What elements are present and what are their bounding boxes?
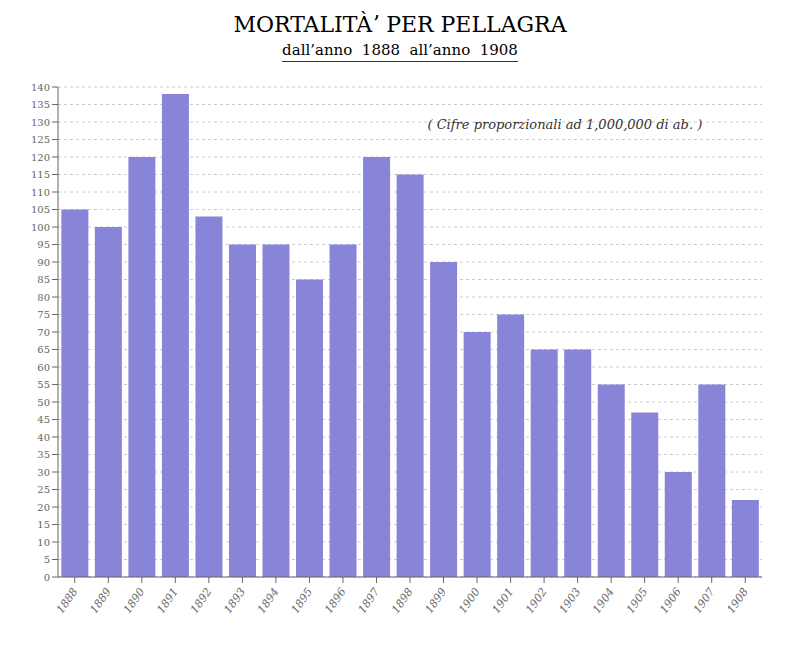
svg-text:20: 20: [37, 502, 50, 513]
html-text:dall’anno 1888 all’anno 1908: dall’anno 1888 all’anno 1908: [282, 41, 518, 59]
svg-text:1894: 1894: [255, 586, 282, 616]
html-text:( Cifre proporzionali ad 1,000: ( Cifre proporzionali ad 1,000,000 di ab…: [427, 117, 703, 132]
svg-text:65: 65: [37, 344, 50, 355]
svg-text:1899: 1899: [423, 586, 450, 616]
svg-text:35: 35: [37, 449, 50, 460]
svg-text:105: 105: [31, 204, 50, 215]
svg-text:130: 130: [31, 117, 50, 128]
svg-text:1891: 1891: [154, 586, 181, 616]
svg-text:1898: 1898: [389, 586, 416, 616]
svg-text:1893: 1893: [221, 586, 248, 616]
svg-text:100: 100: [31, 222, 50, 233]
svg-text:125: 125: [31, 134, 50, 145]
svg-text:1900: 1900: [456, 586, 483, 616]
svg-text:15: 15: [37, 519, 50, 530]
svg-text:115: 115: [31, 169, 50, 180]
svg-text:80: 80: [37, 292, 50, 303]
svg-text:60: 60: [37, 362, 50, 373]
svg-text:135: 135: [31, 99, 50, 110]
svg-text:30: 30: [37, 467, 50, 478]
svg-text:10: 10: [37, 537, 50, 548]
html-text:MORTALITÀʼ PER PELLAGRA: MORTALITÀʼ PER PELLAGRA: [233, 12, 567, 37]
svg-text:40: 40: [37, 432, 50, 443]
svg-text:1907: 1907: [691, 586, 718, 616]
svg-text:1889: 1889: [87, 586, 114, 616]
svg-text:120: 120: [31, 152, 50, 163]
svg-text:1890: 1890: [121, 586, 148, 616]
svg-text:70: 70: [37, 327, 50, 338]
svg-text:55: 55: [37, 379, 50, 390]
svg-text:45: 45: [37, 414, 50, 425]
svg-text:5: 5: [44, 554, 50, 565]
svg-text:25: 25: [37, 484, 50, 495]
svg-text:1903: 1903: [557, 586, 584, 616]
svg-text:1902: 1902: [523, 586, 550, 616]
svg-text:1905: 1905: [624, 586, 651, 616]
svg-text:1897: 1897: [356, 586, 383, 616]
svg-text:1895: 1895: [288, 586, 315, 616]
svg-text:75: 75: [37, 309, 50, 320]
svg-text:140: 140: [31, 82, 50, 93]
svg-text:110: 110: [31, 187, 50, 198]
svg-text:0: 0: [44, 572, 50, 583]
svg-text:1896: 1896: [322, 586, 349, 616]
svg-text:90: 90: [37, 257, 50, 268]
svg-text:1892: 1892: [188, 586, 215, 616]
svg-text:1901: 1901: [490, 586, 517, 616]
svg-text:1908: 1908: [724, 586, 751, 616]
svg-text:1888: 1888: [54, 586, 81, 616]
svg-text:50: 50: [37, 397, 50, 408]
svg-text:1906: 1906: [657, 586, 684, 616]
svg-text:95: 95: [37, 239, 50, 250]
svg-text:85: 85: [37, 274, 50, 285]
svg-text:1904: 1904: [590, 586, 617, 616]
